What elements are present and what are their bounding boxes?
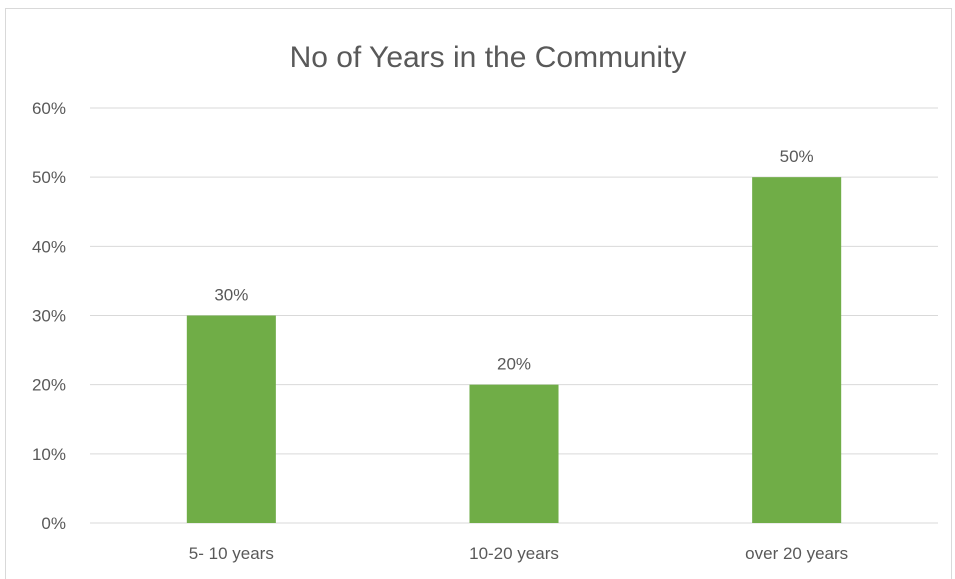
bars (186, 177, 842, 523)
data-label: 50% (780, 147, 814, 166)
x-tick-label: over 20 years (745, 544, 848, 563)
x-axis-tick-labels: 5- 10 years 10-20 years over 20 years (189, 544, 848, 563)
y-tick-label: 50% (32, 168, 66, 187)
bar (752, 177, 842, 523)
data-labels: 30% 20% 50% (214, 147, 813, 373)
bar (186, 315, 276, 523)
y-tick-label: 10% (32, 445, 66, 464)
y-tick-label: 20% (32, 376, 66, 395)
y-tick-label: 0% (41, 514, 66, 533)
y-tick-label: 40% (32, 237, 66, 256)
bar (469, 384, 559, 523)
chart-title: No of Years in the Community (290, 41, 687, 74)
x-tick-label: 5- 10 years (189, 544, 274, 563)
y-tick-label: 30% (32, 307, 66, 326)
y-axis-tick-labels: 0% 10% 20% 30% 40% 50% 60% (32, 99, 66, 533)
x-tick-label: 10-20 years (469, 544, 559, 563)
data-label: 30% (214, 286, 248, 305)
y-tick-label: 60% (32, 99, 66, 118)
data-label: 20% (497, 355, 531, 374)
